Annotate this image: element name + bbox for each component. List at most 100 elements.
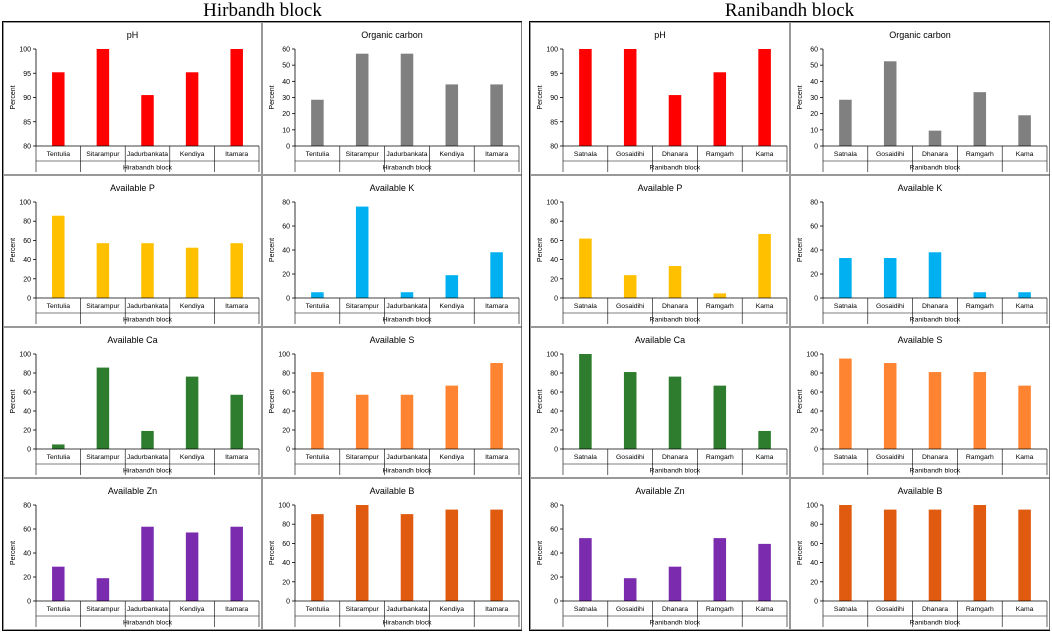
x-tick-label: Jadurbankata <box>386 606 427 613</box>
bar-itamara <box>490 509 503 601</box>
x-tick-label: Ramgarh <box>966 303 994 310</box>
x-tick-label: Ramgarh <box>966 606 994 613</box>
y-tick-label: 60 <box>550 390 558 397</box>
y-axis-label: Percent <box>269 85 276 109</box>
x-tick-label: Dhanara <box>662 454 688 461</box>
x-tick-label: Jadurbankata <box>127 606 168 613</box>
bar-dhanara <box>928 372 942 449</box>
bar-sitarampur <box>355 206 369 298</box>
ranibandh-block-title: Ranibandh block <box>724 0 855 21</box>
y-tick-label: 20 <box>550 575 558 582</box>
y-tick-label: 80 <box>23 371 31 378</box>
chart-title: Available B <box>370 486 415 496</box>
x-tick-label: Gosaidihi <box>616 454 645 461</box>
x-tick-label: Dhanara <box>662 606 688 613</box>
y-tick-label: 20 <box>23 276 31 283</box>
bar-tentulia <box>311 514 324 601</box>
x-axis-label: Ranibandh block <box>910 165 961 172</box>
bar-kendiya <box>445 84 459 146</box>
x-tick-label: Satnala <box>834 606 857 613</box>
y-tick-label: 100 <box>806 352 818 359</box>
x-tick-label: Kama <box>1016 606 1034 613</box>
bar-gosaidihi <box>883 363 897 449</box>
y-axis-label: Percent <box>10 389 17 413</box>
bar-itamara <box>230 394 243 449</box>
chart-panel-border <box>790 327 1050 478</box>
x-tick-label: Gosaidihi <box>616 303 645 310</box>
y-tick-label: 40 <box>23 551 31 558</box>
y-axis-label: Percent <box>797 238 804 262</box>
y-tick-label: 60 <box>550 238 558 245</box>
bar-kendiya <box>185 376 199 449</box>
x-axis-label: Ranibandh block <box>650 165 701 172</box>
y-tick-label: 0 <box>286 447 290 454</box>
x-tick-label: Ramgarh <box>966 151 994 158</box>
y-tick-label: 90 <box>550 95 558 102</box>
y-tick-label: 0 <box>286 599 290 606</box>
x-tick-label: Sitarampur <box>346 606 380 613</box>
x-axis-label: Ranibandh block <box>650 620 701 627</box>
chart-title: Available S <box>898 335 943 345</box>
y-axis-label: Percent <box>797 541 804 565</box>
y-tick-label: 100 <box>546 200 558 207</box>
y-tick-label: 0 <box>27 447 31 454</box>
y-tick-label: 0 <box>286 144 290 151</box>
x-tick-label: Dhanara <box>922 606 948 613</box>
y-tick-label: 80 <box>810 522 818 529</box>
x-tick-label: Tentulia <box>306 151 330 158</box>
chart-panel-border <box>3 22 262 175</box>
bar-kama <box>758 543 771 601</box>
x-tick-label: Dhanara <box>662 303 688 310</box>
x-tick-label: Tentulia <box>306 606 330 613</box>
chart-left-available-k: Available K 0 20 40 60 80 Percent Tentulia Sitar… <box>262 175 522 327</box>
x-tick-label: Gosaidihi <box>876 151 905 158</box>
chart-panel-border <box>262 327 522 478</box>
bar-sitarampur <box>96 49 110 146</box>
x-tick-label: Kendiya <box>440 454 465 461</box>
bar-tentulia <box>311 372 324 449</box>
x-tick-label: Jadurbankata <box>386 303 427 310</box>
bar-ramgarh <box>973 292 987 298</box>
y-tick-label: 20 <box>282 579 290 586</box>
x-tick-label: Jadurbankata <box>386 454 427 461</box>
chart-title: Available Zn <box>635 486 684 496</box>
x-tick-label: Tentulia <box>47 151 71 158</box>
bar-kama <box>1018 509 1031 601</box>
chart-right-available-zn: Available Zn 0 20 40 60 80 Percent Satnala Gosai… <box>530 478 790 630</box>
x-tick-label: Gosaidihi <box>876 606 905 613</box>
bar-kendiya <box>185 72 199 146</box>
x-tick-label: Satnala <box>834 303 857 310</box>
bar-kama <box>1018 385 1031 449</box>
y-tick-label: 50 <box>282 63 290 70</box>
y-tick-label: 10 <box>282 127 290 134</box>
y-tick-label: 60 <box>282 390 290 397</box>
x-tick-label: Kendiya <box>180 151 205 158</box>
chart-panel-border <box>3 327 262 478</box>
x-tick-label: Dhanara <box>922 303 948 310</box>
x-tick-label: Gosaidihi <box>876 303 905 310</box>
bar-itamara <box>230 49 243 146</box>
chart-title: Available Ca <box>107 335 157 345</box>
y-tick-label: 20 <box>810 272 818 279</box>
y-tick-label: 100 <box>278 503 290 510</box>
chart-right-organic-carbon: Organic carbon 0 10 20 30 40 50 60 Percent Satnal… <box>790 22 1050 175</box>
x-tick-label: Kendiya <box>180 606 205 613</box>
x-axis-label: Hirabandh block <box>123 317 173 324</box>
x-tick-label: Kendiya <box>180 303 205 310</box>
y-tick-label: 40 <box>23 409 31 416</box>
bar-gosaidihi <box>623 578 637 601</box>
bar-tentulia <box>311 99 324 146</box>
y-tick-label: 20 <box>282 428 290 435</box>
x-tick-label: Kama <box>1016 151 1034 158</box>
chart-title: Available Zn <box>108 486 157 496</box>
y-tick-label: 60 <box>23 390 31 397</box>
x-axis-label: Hirabandh block <box>123 165 173 172</box>
x-tick-label: Satnala <box>574 606 597 613</box>
y-tick-label: 40 <box>282 409 290 416</box>
y-tick-label: 60 <box>810 47 818 54</box>
chart-right-available-s: Available S 0 20 40 60 80 100 Percent Satnala Gos… <box>790 327 1050 478</box>
y-tick-label: 40 <box>282 560 290 567</box>
chart-title: Available P <box>110 183 155 193</box>
bar-kama <box>758 49 771 146</box>
bar-dhanara <box>928 509 942 601</box>
